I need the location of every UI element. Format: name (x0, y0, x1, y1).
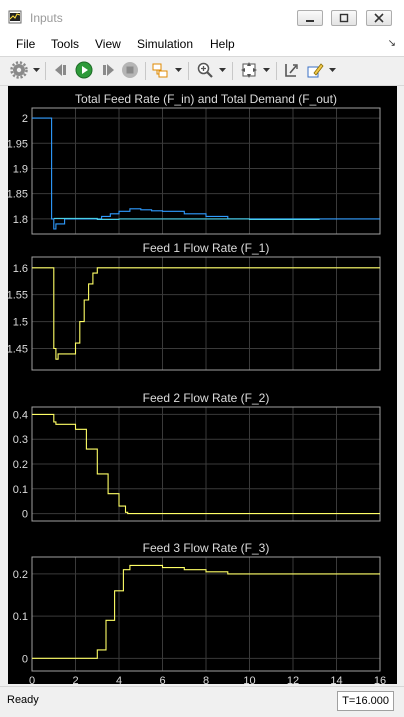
toolbar-separator (45, 62, 46, 80)
minimize-button[interactable] (297, 10, 323, 26)
y-tick-label: 0.2 (13, 459, 28, 471)
y-tick-label: 0 (22, 653, 28, 665)
y-tick-label: 0 (22, 509, 28, 521)
edit-icon[interactable] (306, 61, 324, 79)
axes-frame (31, 406, 381, 522)
status-text: Ready (7, 694, 39, 706)
x-tick-label: 10 (243, 675, 255, 684)
menu-help[interactable]: Help (210, 37, 235, 51)
x-tick-label: 6 (159, 675, 165, 684)
axes-panel-4: 0.2 0.1 0 0 2 4 6 8 10 12 14 16 Feed 3 Flow Rate (F_… (13, 541, 386, 684)
dropdown-arrow-icon[interactable] (219, 66, 226, 73)
maximize-button[interactable] (331, 10, 357, 26)
y-tick-label: 0.2 (13, 569, 28, 581)
y-tick-label: 1.6 (13, 263, 28, 275)
series-line-1 (32, 117, 380, 230)
series-line-1 (32, 564, 380, 659)
close-icon (374, 13, 384, 23)
toolbar-separator (276, 62, 277, 80)
y-tick-label: 1.55 (8, 290, 28, 302)
menu-view[interactable]: View (95, 37, 121, 51)
y-tick-label: 0.3 (13, 434, 28, 446)
menu-dock-arrow-icon[interactable]: ↘ (387, 38, 396, 49)
dropdown-arrow-icon[interactable] (329, 66, 336, 73)
x-tick-label: 4 (116, 675, 122, 684)
axes-panel-3: 0.4 0.3 0.2 0.1 0 Feed 2 Flow Rate (F_2) (13, 391, 381, 522)
x-tick-label: 12 (287, 675, 299, 684)
x-tick-label: 2 (72, 675, 78, 684)
dropdown-arrow-icon[interactable] (33, 66, 40, 73)
dropdown-arrow-icon[interactable] (263, 66, 270, 73)
step-back-icon[interactable] (52, 61, 70, 79)
y-tick-label: 1.85 (8, 189, 28, 201)
toolbar (0, 56, 404, 86)
y-tick-label: 2 (22, 113, 28, 125)
gear-icon[interactable] (10, 61, 28, 79)
toolbar-separator (188, 62, 189, 80)
matlab-scope-icon (8, 10, 22, 24)
minimize-icon (306, 20, 314, 22)
zoom-in-icon[interactable] (196, 61, 214, 79)
axes-frame (31, 256, 381, 371)
y-tick-label: 0.1 (13, 611, 28, 623)
autoscale-icon[interactable] (240, 61, 258, 79)
axes-frame (31, 556, 381, 672)
axes-panel-2: 1.6 1.55 1.5 1.45 Feed 1 Flow Rate (F_1) (8, 241, 381, 371)
window-title: Inputs (30, 11, 63, 25)
axes-panel-1: 2 1.95 1.9 1.85 1.8 Total Feed Rate (F_in) an… (8, 92, 381, 235)
series-line-2 (53, 217, 320, 220)
highlight-block-icon[interactable] (151, 61, 169, 79)
run-icon[interactable] (75, 61, 93, 79)
y-tick-label: 1.9 (13, 163, 28, 175)
toolbar-separator (232, 62, 233, 80)
x-tick-label: 14 (330, 675, 342, 684)
series-line-1 (32, 413, 380, 515)
menu-tools[interactable]: Tools (51, 37, 80, 51)
toolbar-separator (145, 62, 146, 80)
y-tick-label: 1.95 (8, 138, 28, 150)
y-tick-label: 1.45 (8, 343, 28, 355)
status-bar: Ready T=16.000 (0, 686, 404, 717)
y-tick-label: 0.1 (13, 484, 28, 496)
series-line-1 (32, 267, 380, 360)
axes-title: Total Feed Rate (F_in) and Total Demand … (75, 92, 337, 106)
x-tick-label: 8 (203, 675, 209, 684)
step-forward-icon[interactable] (99, 61, 117, 79)
axes-title: Feed 2 Flow Rate (F_2) (143, 391, 270, 405)
axes-title: Feed 3 Flow Rate (F_3) (143, 541, 270, 555)
menu-file[interactable]: File (16, 37, 36, 51)
restore-view-icon[interactable] (282, 61, 300, 79)
axes-title: Feed 1 Flow Rate (F_1) (143, 241, 270, 255)
close-button[interactable] (366, 10, 392, 26)
stop-icon[interactable] (121, 61, 139, 79)
title-bar: Inputs (0, 0, 404, 35)
x-tick-label: 16 (374, 675, 386, 684)
y-tick-label: 0.4 (13, 409, 28, 421)
menu-simulation[interactable]: Simulation (137, 37, 194, 51)
simulation-time: T=16.000 (337, 691, 394, 711)
x-tick-label: 0 (29, 675, 35, 684)
dropdown-arrow-icon[interactable] (175, 66, 182, 73)
y-tick-label: 1.5 (13, 317, 28, 329)
menu-bar: File Tools View Simulation Help ↘ (0, 34, 404, 56)
maximize-icon (339, 13, 349, 23)
axes-frame (31, 107, 381, 235)
y-tick-label: 1.8 (13, 214, 28, 226)
scope-display[interactable]: 2 1.95 1.9 1.85 1.8 Total Feed Rate (F_in) an… (8, 86, 397, 684)
